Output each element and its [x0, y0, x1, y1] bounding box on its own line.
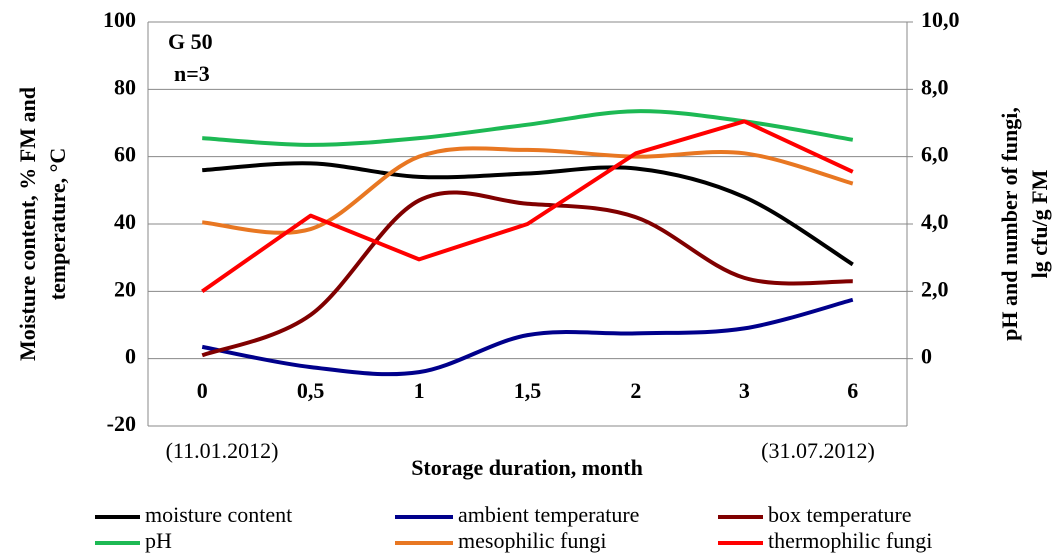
legend-label: ambient temperature: [458, 502, 639, 527]
y2-tick-label: 10,0: [921, 7, 960, 32]
y2-tick-label: 8,0: [921, 74, 949, 99]
y-tick-label: 0: [125, 344, 136, 369]
series-line: [201, 190, 853, 358]
legend-label: pH: [145, 528, 172, 553]
y2-tick-label: 6,0: [921, 142, 949, 167]
annotation: G 50: [168, 29, 213, 54]
y-tick-label: 20: [114, 276, 136, 301]
legend-label: thermophilic fungi: [768, 528, 932, 553]
y-tick-label: 40: [114, 209, 136, 234]
legend-label: moisture content: [145, 502, 292, 527]
y-axis-label: Moisture content, % FM and: [15, 87, 40, 361]
annotation: (11.01.2012): [166, 438, 279, 463]
y-tick-label: 60: [114, 142, 136, 167]
x-tick-label: 2: [630, 378, 641, 403]
x-tick-label: 3: [739, 378, 750, 403]
series-line: [202, 146, 854, 235]
y2-tick-label: 0: [921, 344, 932, 369]
y-tick-label: 100: [103, 7, 136, 32]
x-tick-label: 1: [414, 378, 425, 403]
legend-label: mesophilic fungi: [458, 528, 606, 553]
x-tick-label: 6: [847, 378, 858, 403]
legend-label: box temperature: [768, 502, 912, 527]
x-axis-label: Storage duration, month: [411, 455, 643, 480]
series-line: [201, 297, 854, 377]
y2-axis-label: lg cfu/g FM: [1027, 169, 1052, 278]
x-tick-label: 1,5: [514, 378, 542, 403]
y2-tick-label: 2,0: [921, 276, 949, 301]
series-line: [202, 161, 854, 267]
x-tick-label: 0: [197, 378, 208, 403]
series-line: [201, 119, 854, 293]
y2-axis-label: pH and number of fungi,: [997, 107, 1022, 341]
x-tick-label: 0,5: [297, 378, 325, 403]
y-tick-label: -20: [107, 411, 136, 436]
y-axis-label: temperature, °C: [45, 148, 70, 301]
y2-tick-label: 4,0: [921, 209, 949, 234]
annotation: n=3: [174, 61, 210, 86]
y-tick-label: 80: [114, 74, 136, 99]
annotation: (31.07.2012): [761, 438, 875, 463]
